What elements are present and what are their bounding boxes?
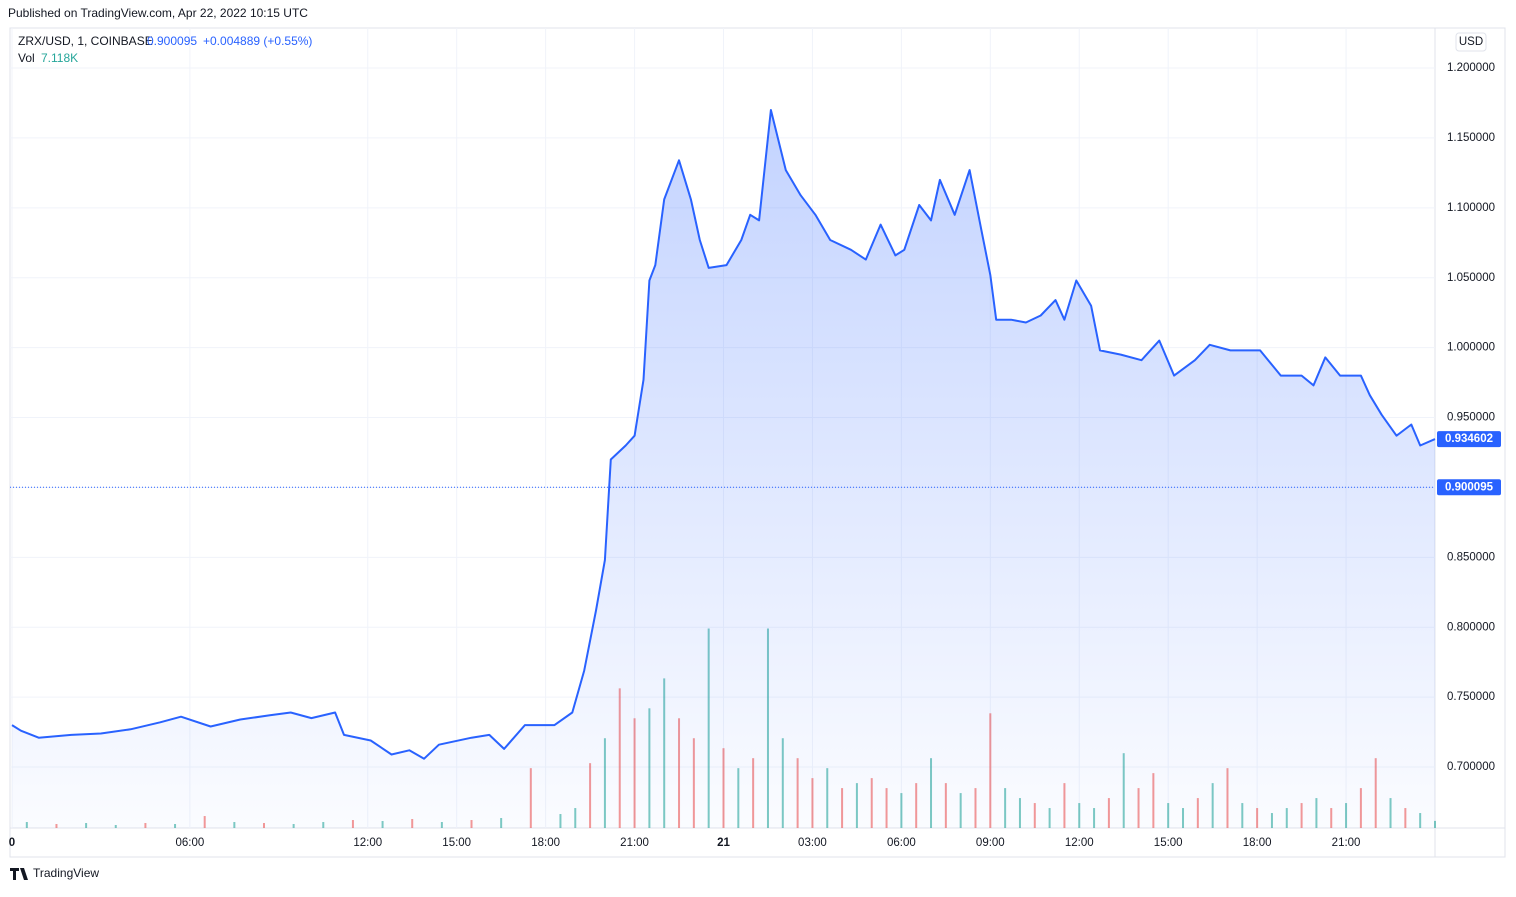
x-tick-label: 21 xyxy=(717,837,730,849)
currency[interactable]: USD xyxy=(1459,36,1483,48)
price-line xyxy=(11,109,1436,760)
x-tick-label: 15:00 xyxy=(1154,837,1183,849)
reference-price-label-box xyxy=(1437,479,1501,496)
y-tick-label: 1.000000 xyxy=(1447,342,1495,354)
y-tick-label: 0.700000 xyxy=(1447,761,1495,773)
volume-label: Vol xyxy=(18,51,35,65)
reference-price-label: 0.900095 xyxy=(1445,481,1494,493)
volume-value: 7.118K xyxy=(41,51,78,65)
brand-logo xyxy=(10,868,28,880)
y-tick-label: 1.200000 xyxy=(1447,62,1495,74)
y-tick-label: 0.850000 xyxy=(1447,551,1495,563)
x-tick-label: 21:00 xyxy=(1332,837,1361,849)
header-change: +0.004889 (+0.55%) xyxy=(203,34,312,48)
symbol: ZRX/USD, 1, COINBASE xyxy=(18,34,153,48)
published-note: Published on TradingView.com, Apr 22, 20… xyxy=(8,6,308,20)
brand: TradingView xyxy=(33,866,99,880)
header-price: 0.900095 xyxy=(147,34,197,48)
x-tick-label: 21:00 xyxy=(620,837,649,849)
y-tick-label: 0.950000 xyxy=(1447,412,1495,424)
price-pane xyxy=(10,109,1436,828)
last-price-label: 0.934602 xyxy=(1445,433,1493,445)
x-tick-label: 12:00 xyxy=(1065,837,1094,849)
y-tick-label: 1.050000 xyxy=(1447,272,1495,284)
chart-frame xyxy=(9,27,1506,858)
x-tick-label: 06:00 xyxy=(887,837,916,849)
x-tick-label: 18:00 xyxy=(531,837,560,849)
y-tick-label: 1.100000 xyxy=(1447,202,1495,214)
y-tick-label: 1.150000 xyxy=(1447,132,1495,144)
x-tick-label: 18:00 xyxy=(1243,837,1272,849)
x-tick-label: 03:00 xyxy=(798,837,827,849)
x-tick-label: 0 xyxy=(9,837,15,849)
y-tick-label: 0.800000 xyxy=(1447,621,1495,633)
x-tick-label: 15:00 xyxy=(442,837,471,849)
area-fill xyxy=(12,110,1435,828)
axes: 0.7000000.7500000.8000000.8500000.900000… xyxy=(9,62,1501,849)
y-tick-label: 0.750000 xyxy=(1447,691,1495,703)
last-price-label-box xyxy=(1437,431,1501,448)
x-tick-label: 09:00 xyxy=(976,837,1005,849)
currency-button[interactable] xyxy=(1455,32,1487,52)
x-tick-label: 06:00 xyxy=(175,837,204,849)
x-tick-label: 12:00 xyxy=(353,837,382,849)
